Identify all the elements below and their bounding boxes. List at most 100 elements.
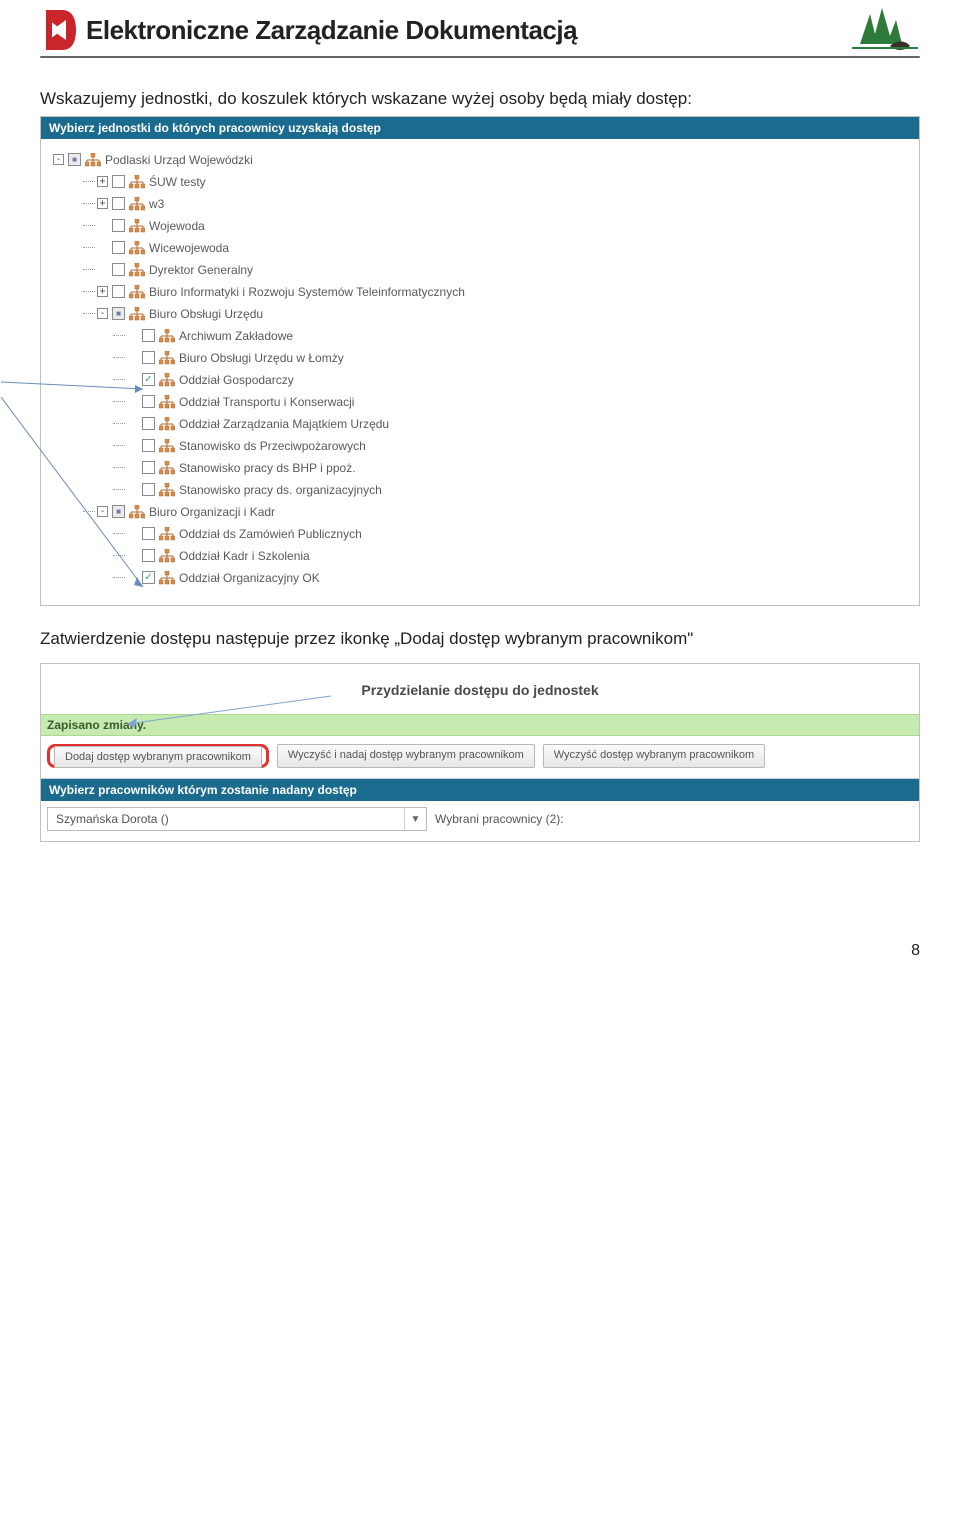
clear-and-assign-button[interactable]: Wyczyść i nadaj dostęp wybranym pracowni… xyxy=(277,744,535,768)
tree-node-label[interactable]: Oddział Organizacyjny OK xyxy=(179,571,320,585)
header-divider xyxy=(40,56,920,58)
tree-row: + Biuro Informatyki i Rozwoju Systemów Te… xyxy=(45,281,915,303)
tree-checkbox[interactable] xyxy=(142,527,155,540)
paragraph-1: Wskazujemy jednostki, do koszulek któryc… xyxy=(40,86,920,112)
tree-node-label[interactable]: Oddział ds Zamówień Publicznych xyxy=(179,527,362,541)
tree-row: Oddział Gospodarczy xyxy=(45,369,915,391)
page-number: 8 xyxy=(40,862,920,960)
collapse-icon[interactable]: - xyxy=(97,308,108,319)
doc-title: Elektroniczne Zarządzanie Dokumentacją xyxy=(86,15,842,46)
logo-left-icon xyxy=(40,6,80,54)
tree-checkbox[interactable] xyxy=(142,395,155,408)
org-unit-icon xyxy=(159,351,175,365)
tree-row: Oddział ds Zamówień Publicznych xyxy=(45,523,915,545)
assign-subheader: Wybierz pracowników którym zostanie nada… xyxy=(41,779,919,801)
tree-node-label[interactable]: Archiwum Zakładowe xyxy=(179,329,293,343)
tree-checkbox[interactable] xyxy=(112,197,125,210)
assign-panel: Przydzielanie dostępu do jednostek Zapis… xyxy=(40,663,920,842)
tree-node-label[interactable]: Oddział Transportu i Konserwacji xyxy=(179,395,354,409)
tree-container: - Podlaski Urząd Wojewódzki + ŚUW testy + w3 W… xyxy=(41,139,919,605)
tree-checkbox[interactable] xyxy=(142,483,155,496)
tree-row: Wojewoda xyxy=(45,215,915,237)
tree-node-label[interactable]: Biuro Informatyki i Rozwoju Systemów Tel… xyxy=(149,285,465,299)
tree-node-label[interactable]: Oddział Zarządzania Majątkiem Urzędu xyxy=(179,417,389,431)
org-unit-icon xyxy=(129,307,145,321)
org-unit-icon xyxy=(85,153,101,167)
org-unit-icon xyxy=(159,373,175,387)
expand-icon[interactable]: + xyxy=(97,198,108,209)
org-unit-icon xyxy=(159,527,175,541)
tree-row: - Biuro Obsługi Urzędu xyxy=(45,303,915,325)
tree-panel: Wybierz jednostki do których pracownicy … xyxy=(40,116,920,606)
tree-checkbox[interactable] xyxy=(142,329,155,342)
tree-checkbox[interactable] xyxy=(112,263,125,276)
expand-icon[interactable]: + xyxy=(97,176,108,187)
tree-checkbox[interactable] xyxy=(68,153,81,166)
tree-row: Wicewojewoda xyxy=(45,237,915,259)
tree-node-label[interactable]: Oddział Kadr i Szkolenia xyxy=(179,549,310,563)
tree-row: Stanowisko ds Przeciwpożarowych xyxy=(45,435,915,457)
org-unit-icon xyxy=(129,197,145,211)
collapse-icon[interactable]: - xyxy=(53,154,64,165)
tree-row: Oddział Kadr i Szkolenia xyxy=(45,545,915,567)
tree-checkbox[interactable] xyxy=(142,549,155,562)
org-unit-icon xyxy=(129,263,145,277)
tree-node-label[interactable]: Dyrektor Generalny xyxy=(149,263,253,277)
button-row: Dodaj dostęp wybranym pracownikom Wyczyś… xyxy=(41,736,919,779)
org-unit-icon xyxy=(129,175,145,189)
tree-node-label[interactable]: Biuro Obsługi Urzędu xyxy=(149,307,263,321)
tree-checkbox[interactable] xyxy=(142,351,155,364)
tree-node-label[interactable]: Wojewoda xyxy=(149,219,205,233)
org-unit-icon xyxy=(129,219,145,233)
tree-row: - Podlaski Urząd Wojewódzki xyxy=(45,149,915,171)
tree-row: Biuro Obsługi Urzędu w Łomży xyxy=(45,347,915,369)
tree-checkbox[interactable] xyxy=(112,241,125,254)
collapse-icon[interactable]: - xyxy=(97,506,108,517)
tree-row: Oddział Organizacyjny OK xyxy=(45,567,915,589)
tree-node-label[interactable]: Oddział Gospodarczy xyxy=(179,373,294,387)
saved-message: Zapisano zmiany. xyxy=(41,714,919,736)
doc-header: Elektroniczne Zarządzanie Dokumentacją xyxy=(40,0,920,56)
org-unit-icon xyxy=(129,285,145,299)
highlight-add-access: Dodaj dostęp wybranym pracownikom xyxy=(47,744,269,768)
tree-node-label[interactable]: Biuro Obsługi Urzędu w Łomży xyxy=(179,351,344,365)
org-unit-icon xyxy=(159,439,175,453)
tree-row: + w3 xyxy=(45,193,915,215)
tree-checkbox[interactable] xyxy=(112,285,125,298)
add-access-button[interactable]: Dodaj dostęp wybranym pracownikom xyxy=(54,746,262,768)
tree-row: + ŚUW testy xyxy=(45,171,915,193)
tree-row: Dyrektor Generalny xyxy=(45,259,915,281)
select-row: Szymańska Dorota () ▼ Wybrani pracownicy… xyxy=(41,801,919,841)
tree-checkbox[interactable] xyxy=(112,219,125,232)
tree-checkbox[interactable] xyxy=(142,439,155,452)
clear-access-button[interactable]: Wyczyść dostęp wybranym pracownikom xyxy=(543,744,765,768)
tree-checkbox[interactable] xyxy=(142,417,155,430)
org-unit-icon xyxy=(159,571,175,585)
tree-node-label[interactable]: Stanowisko pracy ds BHP i ppoż. xyxy=(179,461,356,475)
tree-node-label[interactable]: w3 xyxy=(149,197,164,211)
tree-row: Archiwum Zakładowe xyxy=(45,325,915,347)
tree-node-label[interactable]: Podlaski Urząd Wojewódzki xyxy=(105,153,253,167)
tree-node-label[interactable]: Stanowisko pracy ds. organizacyjnych xyxy=(179,483,382,497)
org-unit-icon xyxy=(159,549,175,563)
org-unit-icon xyxy=(129,241,145,255)
paragraph-2: Zatwierdzenie dostępu następuje przez ik… xyxy=(40,626,920,652)
tree-checkbox[interactable] xyxy=(112,175,125,188)
tree-checkbox[interactable] xyxy=(142,373,155,386)
chevron-down-icon: ▼ xyxy=(404,808,426,830)
tree-checkbox[interactable] xyxy=(112,307,125,320)
tree-checkbox[interactable] xyxy=(112,505,125,518)
org-unit-icon xyxy=(159,329,175,343)
tree-row: Stanowisko pracy ds. organizacyjnych xyxy=(45,479,915,501)
tree-row: - Biuro Organizacji i Kadr xyxy=(45,501,915,523)
tree-node-label[interactable]: Stanowisko ds Przeciwpożarowych xyxy=(179,439,366,453)
expand-icon[interactable]: + xyxy=(97,286,108,297)
org-unit-icon xyxy=(159,395,175,409)
tree-node-label[interactable]: ŚUW testy xyxy=(149,175,206,189)
tree-checkbox[interactable] xyxy=(142,571,155,584)
tree-row: Oddział Transportu i Konserwacji xyxy=(45,391,915,413)
tree-node-label[interactable]: Wicewojewoda xyxy=(149,241,229,255)
tree-node-label[interactable]: Biuro Organizacji i Kadr xyxy=(149,505,275,519)
employee-select[interactable]: Szymańska Dorota () ▼ xyxy=(47,807,427,831)
tree-checkbox[interactable] xyxy=(142,461,155,474)
